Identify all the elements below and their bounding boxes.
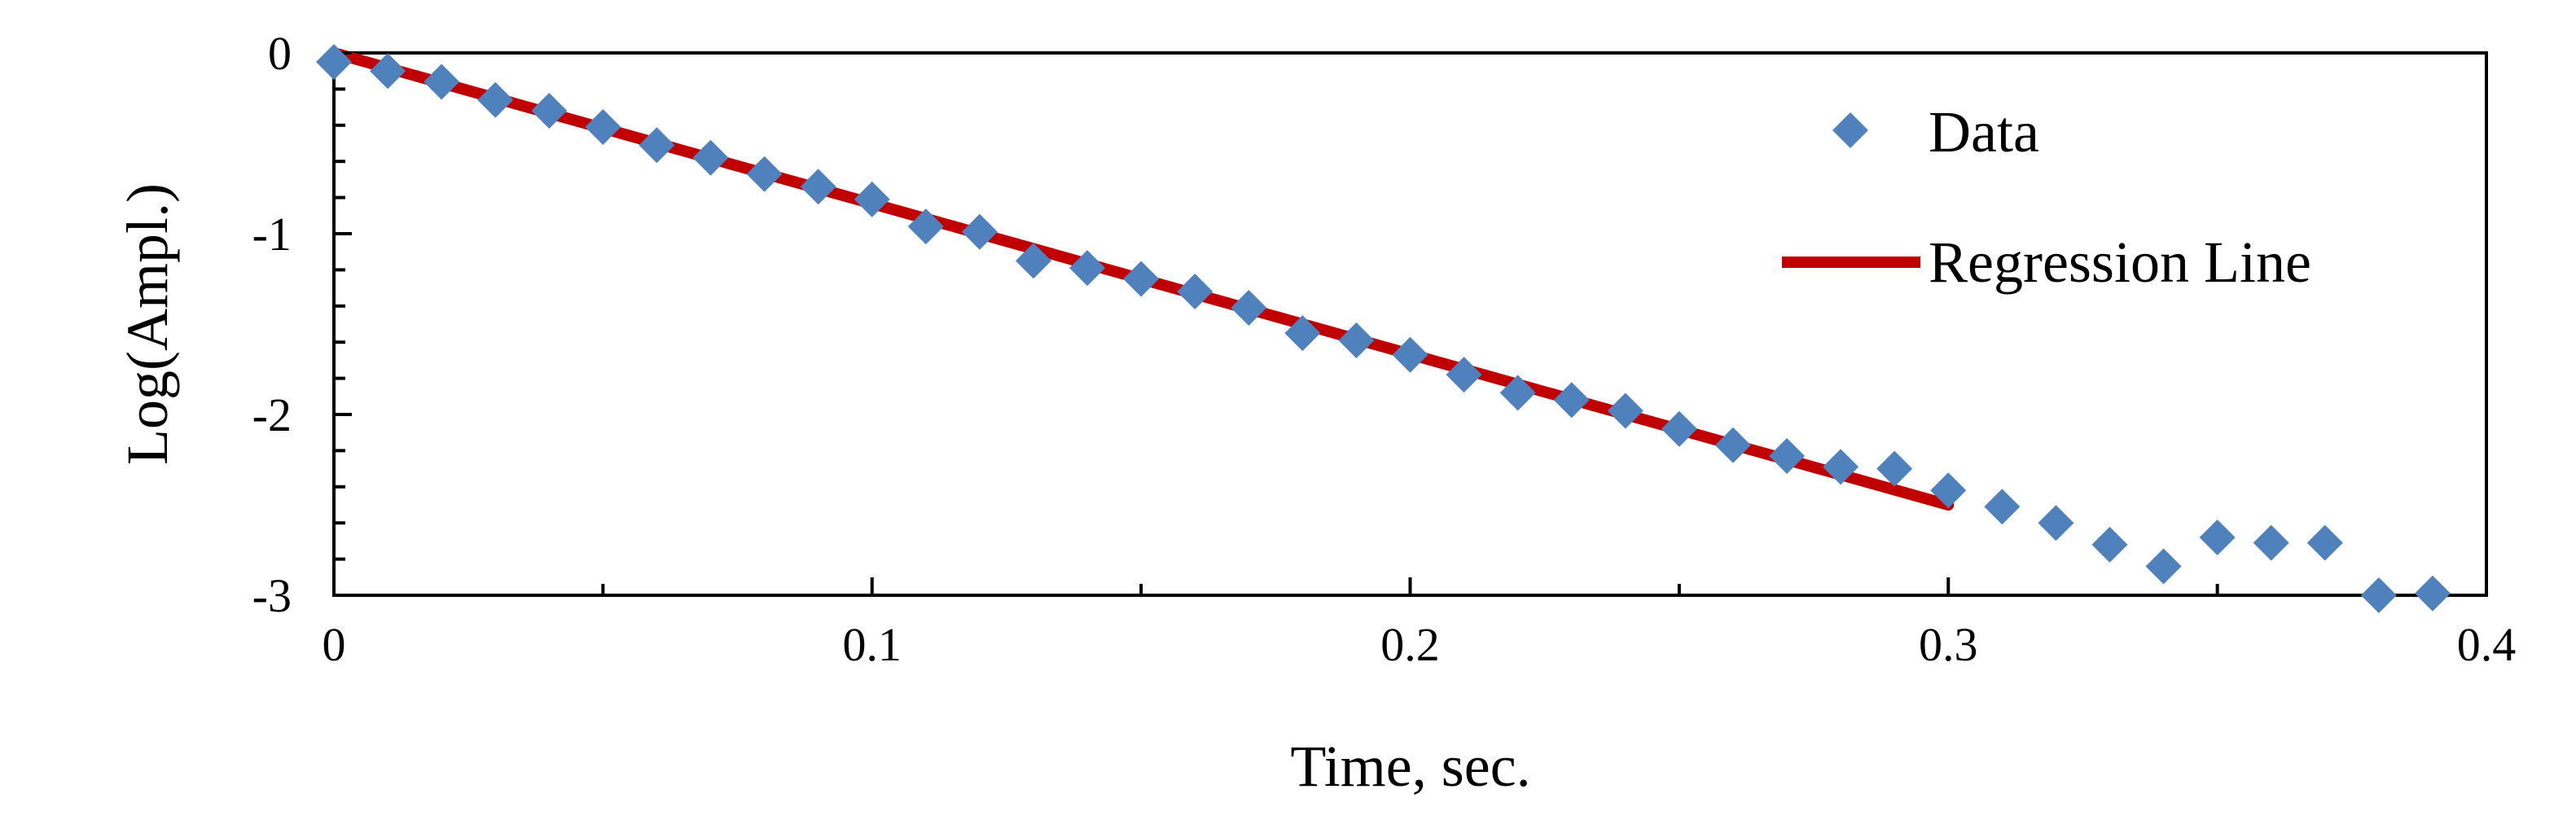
data-point	[1661, 410, 1697, 447]
x-tick-label: 0.4	[2457, 618, 2517, 671]
data-point	[1553, 382, 1590, 419]
data-point	[1123, 261, 1160, 297]
data-point	[1714, 427, 1751, 463]
data-point	[1338, 322, 1375, 358]
data-point	[370, 53, 406, 90]
ticks-layer	[332, 51, 2488, 597]
legend: Data Regression Line	[1782, 99, 2311, 295]
data-point	[1823, 449, 1859, 485]
data-point	[1231, 290, 1267, 327]
points-layer	[316, 44, 2451, 613]
data-point	[692, 139, 729, 176]
data-point	[316, 44, 352, 81]
data-point	[746, 156, 783, 192]
x-tick-label: 0.1	[843, 618, 902, 671]
data-point	[585, 109, 621, 146]
data-point	[423, 64, 460, 100]
data-point	[2038, 505, 2074, 542]
data-point	[907, 208, 944, 245]
data-point	[1499, 375, 1536, 411]
data-point	[2145, 548, 2182, 585]
legend-data-label: Data	[1929, 99, 2039, 164]
y-axis-title: Log(Ampl.)	[115, 183, 180, 465]
data-point	[639, 127, 675, 164]
data-point	[2091, 526, 2128, 563]
data-point	[1876, 450, 1913, 487]
y-tick-label: 0	[268, 27, 292, 80]
y-tick-label: -1	[252, 208, 292, 261]
x-axis-title: Time, sec.	[1290, 734, 1530, 799]
data-point	[2199, 519, 2236, 555]
data-point	[1769, 438, 1806, 475]
x-tick-label: 0.3	[1919, 618, 1978, 671]
y-tick-label: -3	[252, 569, 292, 622]
data-point	[961, 213, 998, 250]
x-tick-label: 0	[323, 618, 346, 671]
data-point	[2306, 524, 2343, 561]
data-point	[854, 181, 890, 217]
data-point	[1607, 392, 1643, 429]
data-point	[1930, 472, 1967, 509]
tick-labels-layer: 0 0.1 0.2 0.3 0.4 0 -1 -2 -3	[252, 27, 2517, 671]
data-point	[2360, 577, 2397, 613]
data-point	[1984, 489, 2021, 525]
data-point	[1177, 274, 1213, 310]
data-point	[1284, 315, 1321, 352]
data-point	[477, 81, 514, 118]
data-point	[1015, 243, 1051, 279]
data-point	[2253, 524, 2289, 561]
legend-regression-label: Regression Line	[1929, 230, 2311, 295]
y-tick-label: -2	[252, 388, 292, 441]
x-tick-label: 0.2	[1380, 618, 1440, 671]
legend-data-marker	[1832, 112, 1868, 148]
data-point	[1392, 336, 1428, 373]
data-point	[531, 93, 568, 129]
data-point	[2414, 575, 2451, 612]
data-point	[1069, 250, 1106, 287]
data-point	[800, 169, 836, 205]
data-point	[1446, 357, 1482, 393]
